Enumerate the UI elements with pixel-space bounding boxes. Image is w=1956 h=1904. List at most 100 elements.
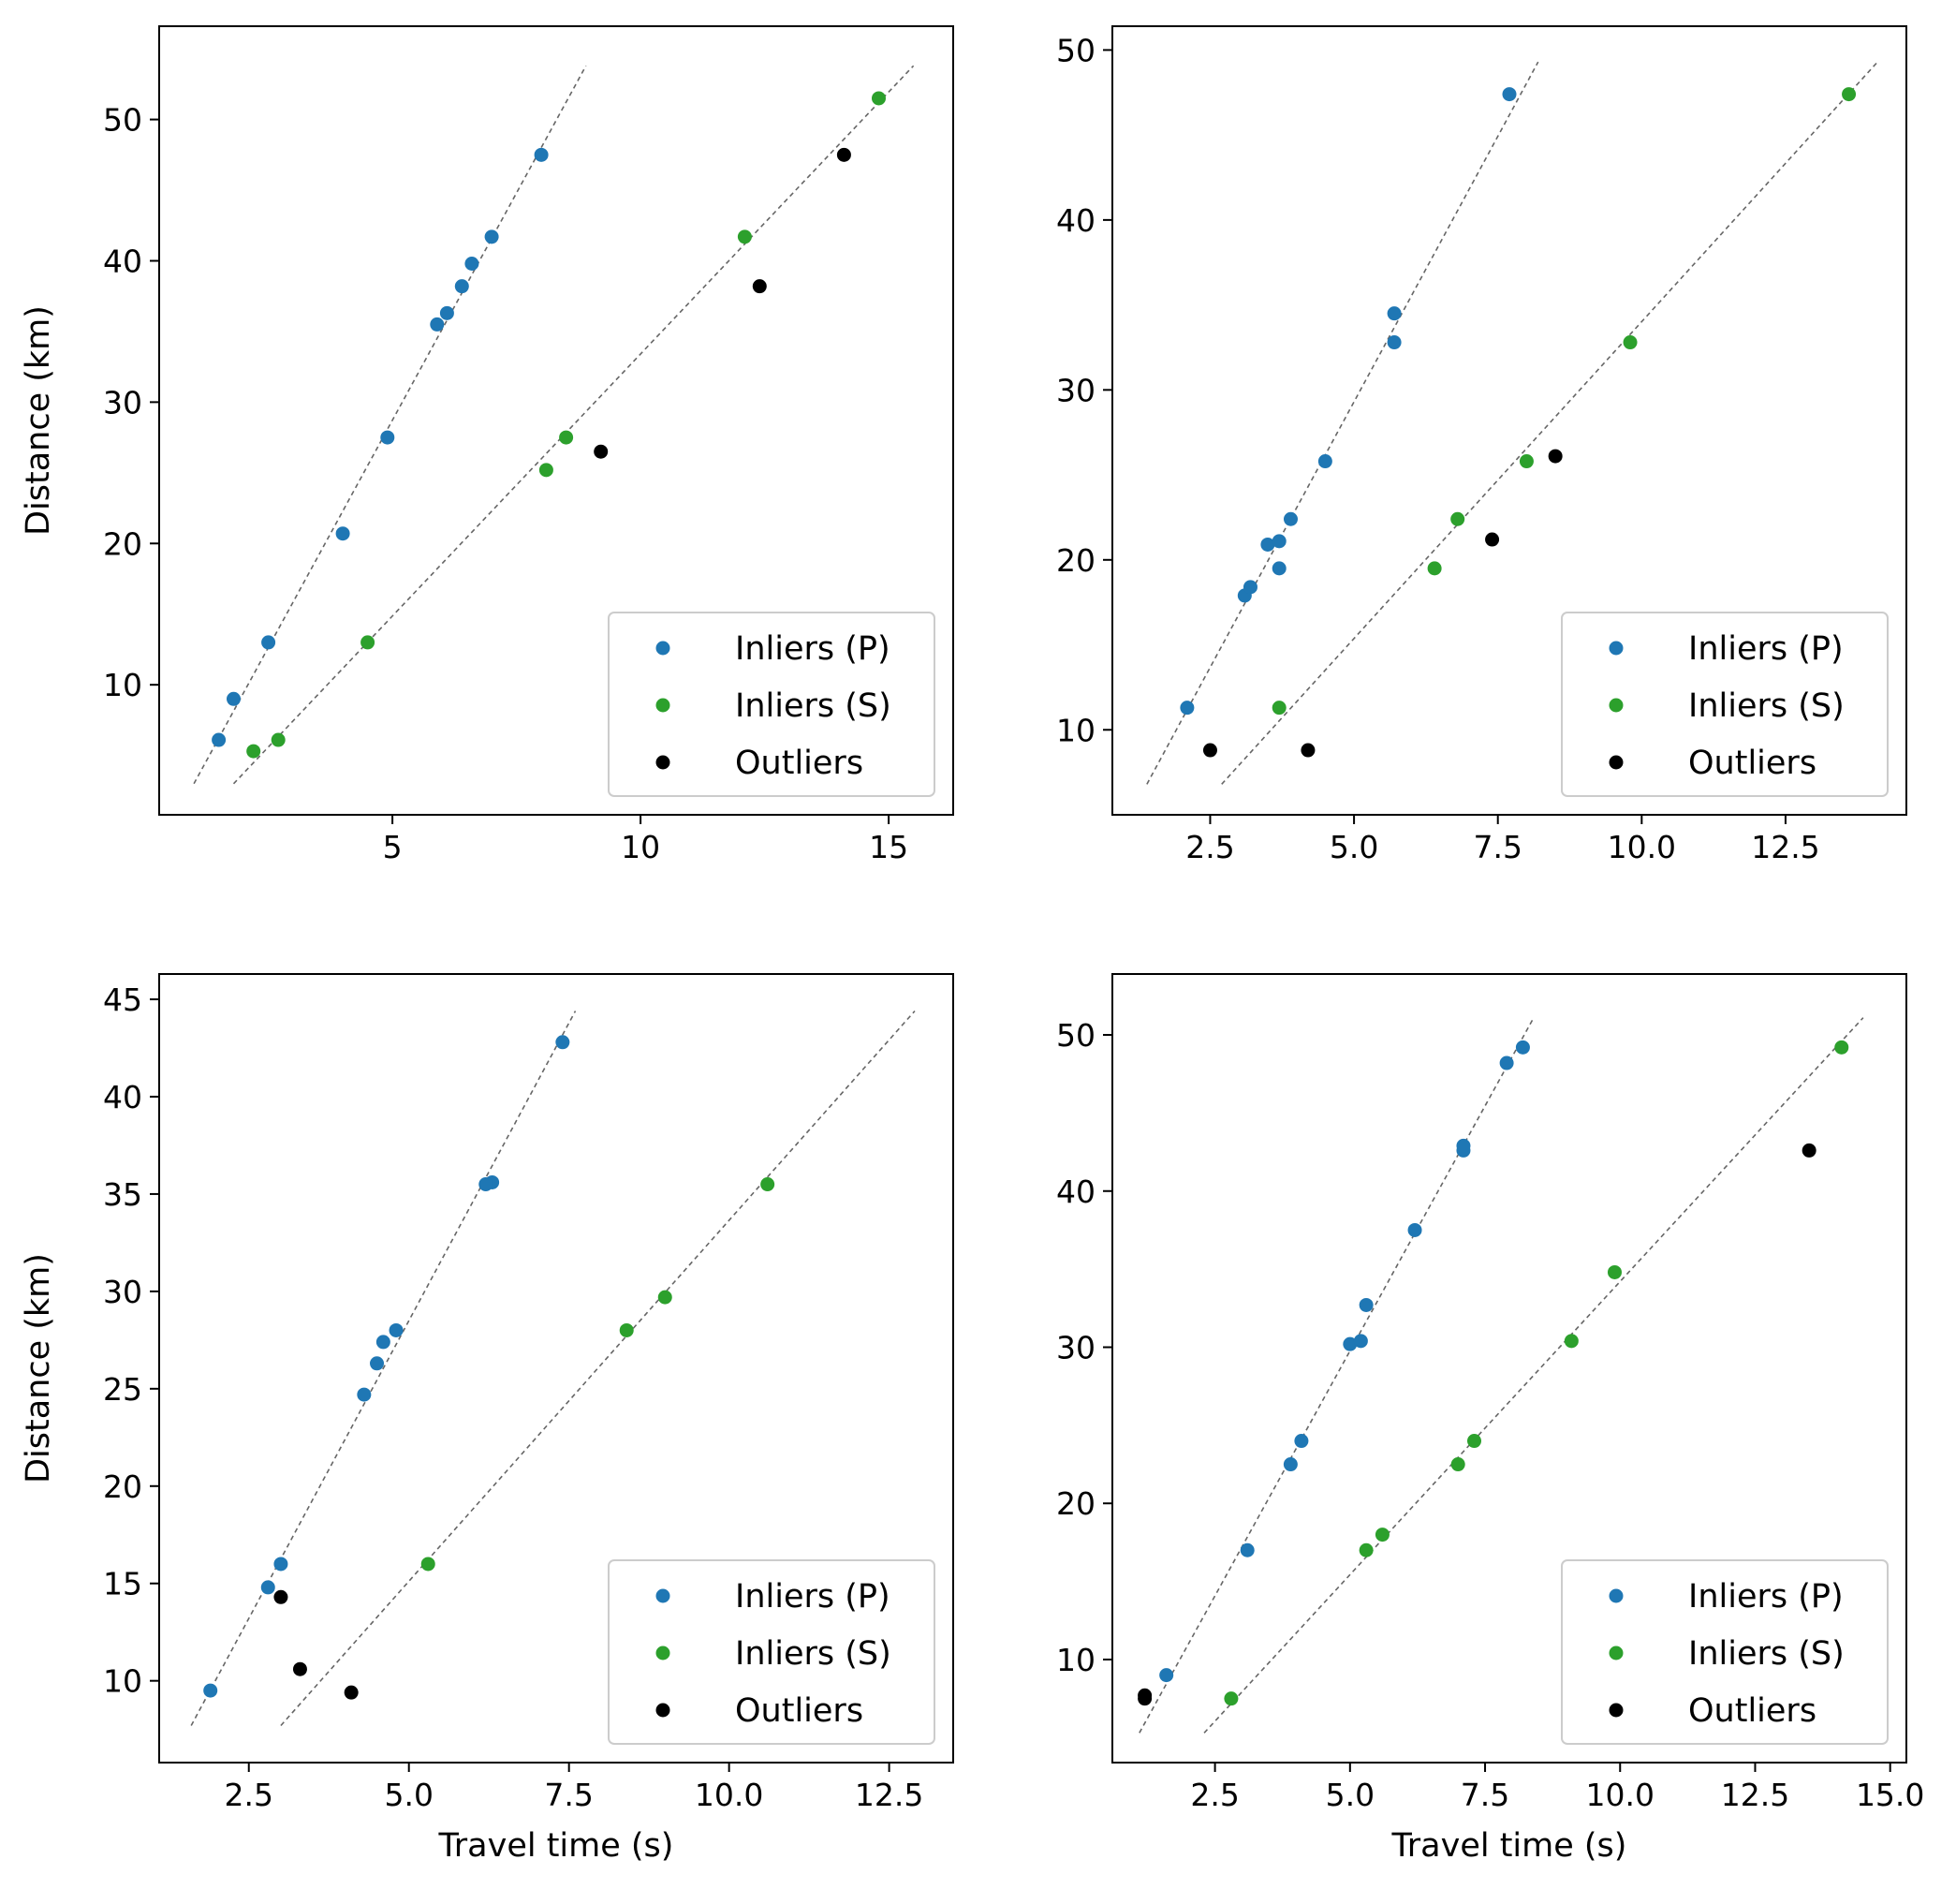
series-outlier bbox=[1138, 1143, 1816, 1706]
legend-label-s: Inliers (S) bbox=[735, 1635, 891, 1673]
legend-marker-s bbox=[655, 1646, 670, 1660]
fit-line-p bbox=[193, 65, 587, 785]
axes-frame bbox=[158, 973, 954, 1764]
data-point-p bbox=[375, 1335, 390, 1350]
data-point-s bbox=[1467, 1434, 1482, 1449]
data-point-p bbox=[227, 691, 241, 706]
series-s bbox=[420, 1177, 775, 1572]
legend-marker-p bbox=[655, 641, 670, 656]
series-p bbox=[1159, 1040, 1530, 1683]
series-s bbox=[1272, 87, 1857, 716]
data-point-s bbox=[1842, 87, 1857, 102]
y-tick-label: 10 bbox=[1056, 1642, 1096, 1678]
y-tick-label: 30 bbox=[103, 1274, 142, 1310]
data-point-s bbox=[619, 1322, 634, 1337]
data-point-s bbox=[360, 635, 375, 650]
data-point-p bbox=[478, 1177, 493, 1192]
data-point-outlier bbox=[594, 444, 609, 459]
data-point-outlier bbox=[1301, 743, 1316, 758]
y-tick-label: 50 bbox=[103, 102, 142, 139]
data-point-p bbox=[484, 229, 499, 244]
data-point-p bbox=[464, 257, 479, 272]
legend-box bbox=[608, 1559, 935, 1745]
x-tick-label: 15 bbox=[869, 829, 908, 865]
data-point-s bbox=[538, 463, 553, 478]
data-point-p bbox=[1180, 701, 1195, 716]
data-point-p bbox=[273, 1557, 288, 1572]
data-point-s bbox=[1272, 701, 1287, 716]
y-tick-label: 50 bbox=[1056, 1017, 1096, 1054]
legend-marker-s bbox=[1609, 698, 1624, 713]
data-point-s bbox=[1450, 1457, 1465, 1472]
x-tick-label: 7.5 bbox=[544, 1777, 593, 1813]
x-tick-label: 2.5 bbox=[224, 1777, 272, 1813]
y-tick-label: 40 bbox=[1056, 202, 1096, 239]
data-point-p bbox=[1387, 335, 1402, 350]
x-tick-label: 12.5 bbox=[855, 1777, 923, 1813]
data-point-p bbox=[212, 732, 227, 747]
x-tick-label: 2.5 bbox=[1190, 1777, 1239, 1813]
data-point-s bbox=[1519, 454, 1534, 469]
legend-label-p: Inliers (P) bbox=[1688, 630, 1844, 668]
y-axis-title: Distance (km) bbox=[20, 305, 57, 536]
y-tick-label: 50 bbox=[1056, 32, 1096, 68]
series-p bbox=[203, 1035, 570, 1698]
data-point-p bbox=[261, 635, 276, 650]
legend-marker-p bbox=[1609, 641, 1624, 656]
data-point-p bbox=[1515, 1040, 1530, 1055]
data-point-p bbox=[1260, 537, 1275, 552]
x-axis-title: Travel time (s) bbox=[1391, 1827, 1627, 1865]
data-point-p bbox=[1272, 561, 1287, 576]
data-point-p bbox=[1359, 1297, 1374, 1312]
x-tick-label: 10.0 bbox=[695, 1777, 763, 1813]
y-tick-label: 15 bbox=[103, 1566, 142, 1602]
data-point-s bbox=[1564, 1334, 1579, 1349]
legend-label-outlier: Outliers bbox=[735, 1692, 863, 1730]
data-point-s bbox=[559, 430, 574, 445]
legend-label-s: Inliers (S) bbox=[735, 687, 891, 725]
x-tick-label: 12.5 bbox=[1721, 1777, 1789, 1813]
y-tick-label: 35 bbox=[103, 1176, 142, 1213]
data-point-p bbox=[1387, 306, 1402, 321]
x-tick-label: 2.5 bbox=[1185, 829, 1234, 865]
data-point-outlier bbox=[1138, 1688, 1153, 1703]
x-tick-label: 10.0 bbox=[1586, 1777, 1655, 1813]
series-s bbox=[246, 91, 886, 759]
x-axis-title: Travel time (s) bbox=[438, 1827, 674, 1865]
fit-line-s bbox=[1221, 61, 1878, 785]
y-tick-label: 30 bbox=[103, 384, 142, 421]
data-point-p bbox=[1283, 511, 1298, 526]
y-tick-label: 20 bbox=[1056, 1485, 1096, 1522]
legend: Inliers (P) Inliers (S) Outliers bbox=[1561, 1559, 1889, 1745]
data-point-p bbox=[1499, 1055, 1514, 1070]
legend-marker-p bbox=[655, 1588, 670, 1603]
data-point-outlier bbox=[1485, 532, 1500, 547]
x-tick-label: 5.0 bbox=[1330, 829, 1378, 865]
series-s bbox=[1224, 1040, 1849, 1706]
data-point-outlier bbox=[273, 1589, 288, 1604]
data-point-outlier bbox=[1548, 449, 1563, 464]
y-tick-label: 10 bbox=[103, 1663, 142, 1700]
axes-frame bbox=[1111, 973, 1907, 1764]
legend-marker-s bbox=[1609, 1646, 1624, 1660]
data-point-outlier bbox=[1202, 743, 1217, 758]
data-point-p bbox=[534, 147, 549, 162]
data-point-p bbox=[260, 1580, 275, 1595]
data-point-s bbox=[1834, 1040, 1849, 1055]
data-point-s bbox=[1359, 1542, 1374, 1557]
x-tick-label: 5.0 bbox=[384, 1777, 433, 1813]
legend: Inliers (P) Inliers (S) Outliers bbox=[1561, 612, 1889, 797]
x-tick-label: 5 bbox=[383, 829, 403, 865]
data-point-s bbox=[760, 1177, 775, 1192]
data-point-s bbox=[1607, 1264, 1622, 1279]
data-point-s bbox=[1375, 1528, 1390, 1542]
subplot-3: 2.5 5.0 7.5 10.0 12.5 10 15 20 25 30 35 40 45 Distanc… bbox=[20, 973, 954, 1865]
x-tick-label: 7.5 bbox=[1461, 1777, 1509, 1813]
y-tick-label: 10 bbox=[1056, 712, 1096, 748]
x-tick-label: 5.0 bbox=[1326, 1777, 1375, 1813]
data-point-s bbox=[271, 732, 286, 747]
data-point-p bbox=[454, 279, 469, 294]
y-axis-title: Distance (km) bbox=[20, 1253, 57, 1483]
legend-label-outlier: Outliers bbox=[735, 745, 863, 782]
